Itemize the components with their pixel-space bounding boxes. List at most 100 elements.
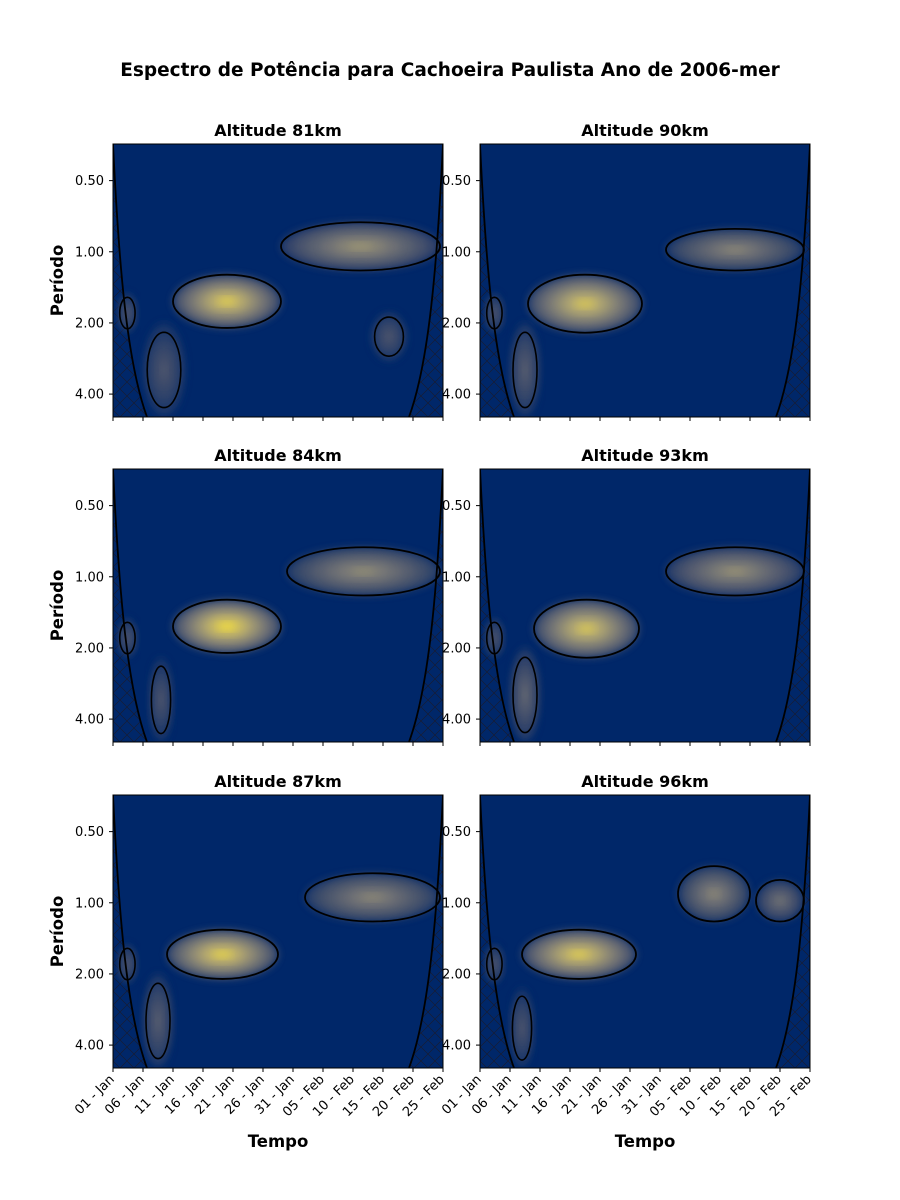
cone-line-right <box>775 795 810 1068</box>
y-tick-label: 4.00 <box>442 388 471 403</box>
significance-contour <box>677 865 751 923</box>
cone-line-left <box>113 469 148 742</box>
y-tick-label: 4.00 <box>75 713 104 728</box>
power-region-2 <box>665 546 805 597</box>
panel-title: Altitude 90km <box>581 121 709 140</box>
power-region-1 <box>533 598 640 659</box>
power-region-1 <box>166 928 279 980</box>
plot-frame <box>112 468 444 743</box>
plot-frame <box>479 143 811 418</box>
y-axis-label: Período <box>48 570 67 642</box>
y-tick-label: 2.00 <box>75 641 104 656</box>
y-tick-label: 0.50 <box>442 174 471 189</box>
cone-hatch-right <box>776 795 810 1068</box>
plot-frame <box>479 468 811 743</box>
cone-line-right <box>775 144 810 417</box>
power-spectrum <box>480 469 810 742</box>
cone-hatch-left <box>480 469 514 742</box>
power-region-3 <box>143 973 173 1068</box>
power-spectrum <box>113 795 443 1068</box>
cone-line-left <box>480 469 515 742</box>
cone-hatch-left <box>480 144 514 417</box>
y-tick-label: 4.00 <box>75 388 104 403</box>
significance-contour <box>511 995 533 1061</box>
y-axis-label: Período <box>48 896 67 968</box>
power-region-5 <box>371 312 407 362</box>
x-axis-label: Tempo <box>248 1132 309 1151</box>
y-tick-label: 1.00 <box>75 245 104 260</box>
y-tick-label: 1.00 <box>75 570 104 585</box>
panel-2: Altitude 90km 0.50 1.00 2.00 4.00 <box>442 121 811 421</box>
y-tick-label: 1.00 <box>442 896 471 911</box>
cone-line-right <box>408 144 443 417</box>
plot-frame <box>479 794 811 1069</box>
significance-contour <box>146 331 182 409</box>
power-region-5 <box>484 944 504 984</box>
y-tick-label: 0.50 <box>442 825 471 840</box>
panel-title: Altitude 84km <box>214 446 342 465</box>
y-tick-label: 1.00 <box>442 245 471 260</box>
significance-contour <box>304 872 441 923</box>
cone-hatch-right <box>409 795 443 1068</box>
panel-4: Altitude 93km 0.50 1.00 2.00 4.00 <box>442 446 811 746</box>
y-tick-label: 1.00 <box>75 896 104 911</box>
cone-line-right <box>408 795 443 1068</box>
significance-contour <box>286 546 441 597</box>
y-axis-label: Período <box>48 245 67 317</box>
power-region-3 <box>510 322 540 417</box>
y-tick-label: 0.50 <box>75 825 104 840</box>
cone-hatch-left <box>480 795 514 1068</box>
cone-line-left <box>480 795 515 1068</box>
power-spectrum <box>480 144 810 417</box>
y-tick-label: 1.00 <box>442 570 471 585</box>
cone-line-right <box>408 469 443 742</box>
significance-contour <box>172 598 282 654</box>
significance-contour <box>512 331 538 409</box>
panel-title: Altitude 93km <box>581 446 709 465</box>
panel-title: Altitude 87km <box>214 772 342 791</box>
significance-contour <box>533 598 640 659</box>
plot-frame <box>112 143 444 418</box>
significance-contour <box>172 273 282 329</box>
power-spectrum <box>113 144 443 417</box>
cone-hatch-right <box>409 144 443 417</box>
significance-contour <box>521 928 637 980</box>
power-spectrum <box>480 795 810 1068</box>
y-tick-label: 2.00 <box>75 967 104 982</box>
power-region-1 <box>172 598 282 654</box>
panel-title: Altitude 81km <box>214 121 342 140</box>
significance-contour <box>373 316 405 357</box>
power-region-2 <box>286 546 441 597</box>
power-region-3 <box>510 647 540 742</box>
y-tick-label: 4.00 <box>75 1039 104 1054</box>
panel-1: Altitude 81km 0.50 1.00 2.00 4.00 Período <box>48 121 444 421</box>
cone-hatch-right <box>409 469 443 742</box>
power-spectrum <box>113 469 443 742</box>
cone-hatch-right <box>776 469 810 742</box>
power-region-1 <box>172 273 282 329</box>
significance-contour <box>512 656 538 734</box>
power-region-3 <box>755 878 805 923</box>
power-region-4 <box>484 618 504 658</box>
panel-title: Altitude 96km <box>581 772 709 791</box>
power-region-2 <box>665 227 805 272</box>
power-region-4 <box>510 988 534 1068</box>
cone-line-right <box>775 469 810 742</box>
significance-contour <box>527 273 643 334</box>
y-tick-label: 4.00 <box>442 713 471 728</box>
figure-title: Espectro de Potência para Cachoeira Paul… <box>120 60 780 81</box>
power-region-1 <box>521 928 637 980</box>
y-tick-label: 2.00 <box>442 967 471 982</box>
cone-line-left <box>480 144 515 417</box>
cone-line-left <box>113 795 148 1068</box>
cone-hatch-left <box>113 469 147 742</box>
y-tick-label: 2.00 <box>442 316 471 331</box>
y-tick-label: 0.50 <box>75 499 104 514</box>
y-tick-label: 2.00 <box>442 641 471 656</box>
y-tick-label: 2.00 <box>75 316 104 331</box>
cone-hatch-right <box>776 144 810 417</box>
power-region-2 <box>280 221 441 272</box>
